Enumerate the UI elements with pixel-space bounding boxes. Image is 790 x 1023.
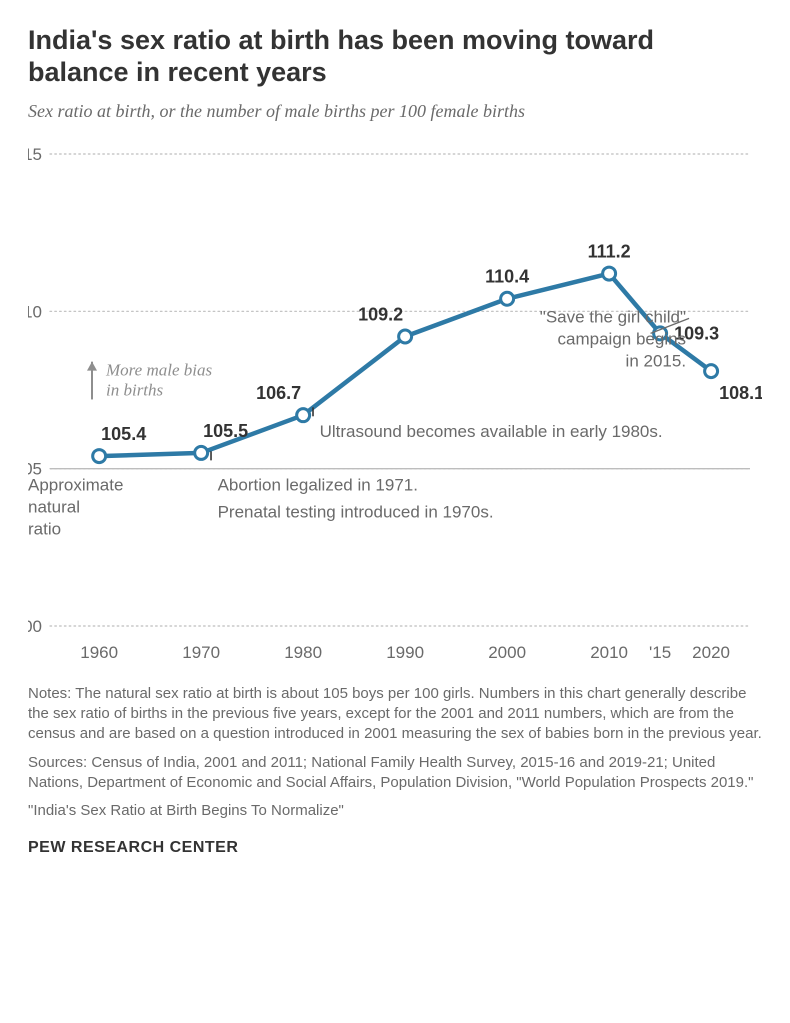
org-name: PEW RESEARCH CENTER xyxy=(28,839,762,857)
chart-notes: Notes: The natural sex ratio at birth is… xyxy=(28,684,762,745)
svg-text:1970: 1970 xyxy=(182,643,220,662)
svg-text:Ultrasound becomes available i: Ultrasound becomes available in early 19… xyxy=(320,422,663,441)
svg-text:108.1: 108.1 xyxy=(719,383,762,403)
svg-text:Approximate: Approximate xyxy=(28,475,123,494)
svg-text:1980: 1980 xyxy=(284,643,322,662)
svg-text:in births: in births xyxy=(106,380,164,399)
svg-text:'15: '15 xyxy=(649,643,671,662)
chart-subtitle: Sex ratio at birth, or the number of mal… xyxy=(28,101,762,122)
svg-text:in 2015.: in 2015. xyxy=(626,351,687,370)
svg-text:106.7: 106.7 xyxy=(256,383,301,403)
svg-text:campaign begins: campaign begins xyxy=(558,329,687,348)
svg-text:1960: 1960 xyxy=(80,643,118,662)
svg-text:100: 100 xyxy=(28,617,42,636)
chart-sources: Sources: Census of India, 2001 and 2011;… xyxy=(28,753,762,794)
svg-text:110: 110 xyxy=(28,302,42,321)
svg-text:2000: 2000 xyxy=(488,643,526,662)
svg-text:111.2: 111.2 xyxy=(588,241,631,261)
svg-text:Abortion legalized in 1971.: Abortion legalized in 1971. xyxy=(218,475,418,494)
chart-svg: 100105110115196019701980199020002010'152… xyxy=(28,136,762,676)
svg-text:1990: 1990 xyxy=(386,643,424,662)
svg-text:110.4: 110.4 xyxy=(485,267,529,287)
svg-text:natural: natural xyxy=(28,497,80,516)
svg-text:ratio: ratio xyxy=(28,519,61,538)
chart-title: India's sex ratio at birth has been movi… xyxy=(28,24,762,89)
svg-text:2010: 2010 xyxy=(590,643,628,662)
svg-text:105.4: 105.4 xyxy=(101,424,146,444)
svg-text:115: 115 xyxy=(28,145,42,164)
svg-text:"Save the girl child": "Save the girl child" xyxy=(540,307,686,326)
svg-text:Prenatal testing introduced in: Prenatal testing introduced in 1970s. xyxy=(218,502,494,521)
svg-text:105.5: 105.5 xyxy=(203,421,248,441)
chart-report-title: "India's Sex Ratio at Birth Begins To No… xyxy=(28,801,762,821)
svg-text:2020: 2020 xyxy=(692,643,730,662)
chart-area: 100105110115196019701980199020002010'152… xyxy=(28,136,762,676)
svg-text:More male bias: More male bias xyxy=(105,360,212,379)
svg-text:109.2: 109.2 xyxy=(358,304,403,324)
